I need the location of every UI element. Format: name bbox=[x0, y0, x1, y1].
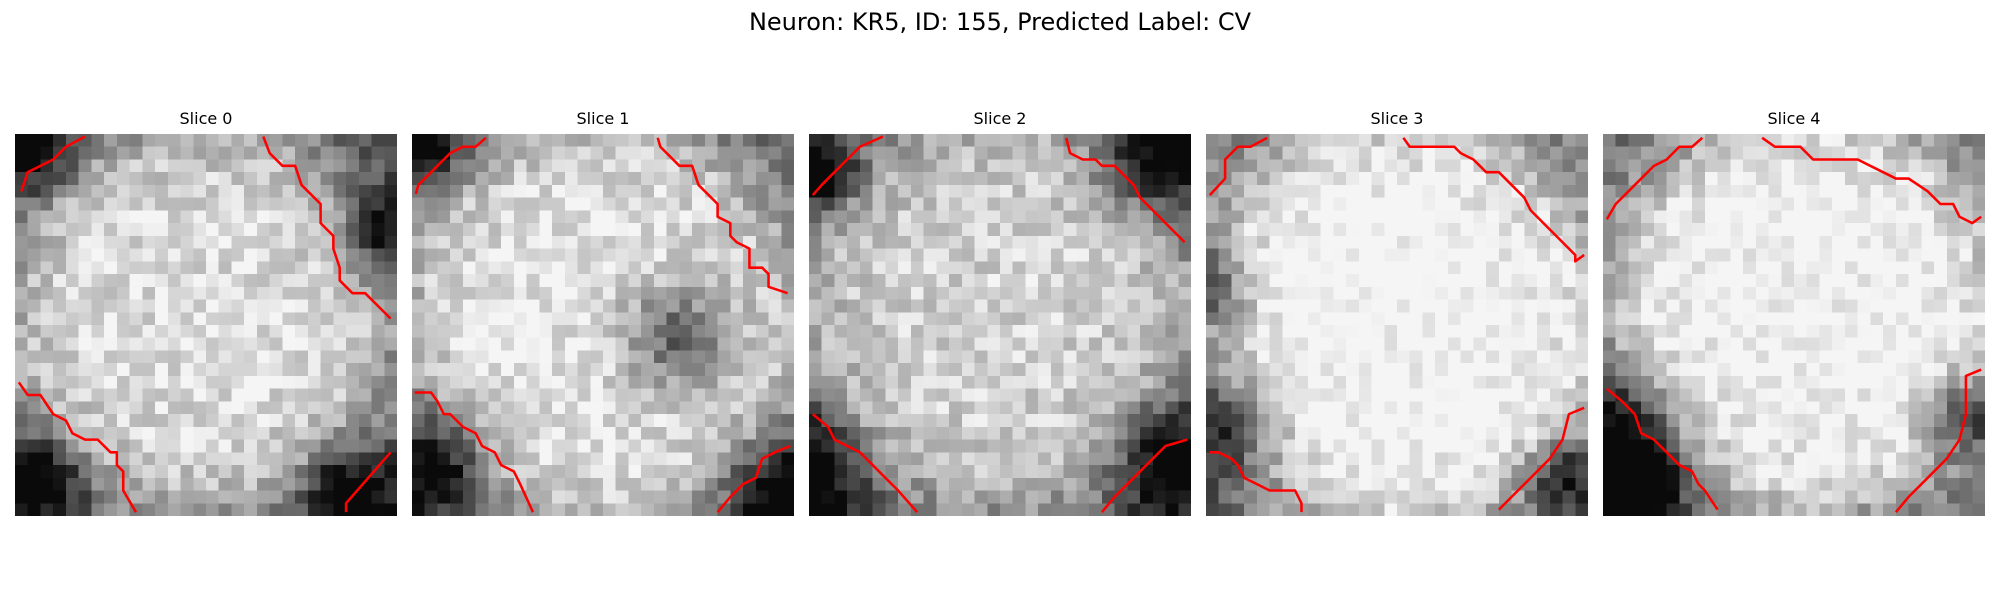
slice-image bbox=[1603, 134, 1985, 516]
contour-line bbox=[1761, 136, 1982, 225]
contour-line bbox=[1100, 438, 1188, 513]
slice-title: Slice 1 bbox=[576, 109, 630, 128]
contour-line bbox=[1606, 387, 1719, 511]
contour-line bbox=[1894, 368, 1982, 513]
contour-line bbox=[811, 135, 884, 196]
slice-image bbox=[1206, 134, 1588, 516]
slice-title: Slice 2 bbox=[973, 109, 1027, 128]
slice-image bbox=[412, 134, 794, 516]
contour-line bbox=[1209, 451, 1303, 513]
figure-title: Neuron: KR5, ID: 155, Predicted Label: C… bbox=[748, 8, 1252, 36]
contour-group bbox=[811, 135, 1188, 514]
slice-image bbox=[15, 134, 397, 516]
contour-line bbox=[1064, 137, 1186, 244]
pixel-grid bbox=[15, 134, 397, 516]
contour-group bbox=[1605, 136, 1982, 513]
contour-line bbox=[716, 444, 791, 513]
contour-line bbox=[20, 135, 86, 192]
contour-line bbox=[1497, 406, 1585, 511]
contour-line bbox=[17, 381, 138, 513]
contour-group bbox=[414, 136, 791, 513]
contour-line bbox=[656, 137, 789, 295]
contour-line bbox=[262, 136, 392, 320]
contour-line bbox=[344, 451, 392, 513]
pixel-grid bbox=[809, 134, 1191, 516]
contour-line bbox=[1208, 136, 1268, 196]
contour-line bbox=[414, 136, 487, 195]
contour-group bbox=[1208, 136, 1585, 513]
contour-line bbox=[1402, 137, 1585, 263]
contour-line bbox=[414, 391, 535, 513]
contour-group bbox=[17, 135, 392, 513]
contour-line bbox=[812, 413, 919, 514]
contour-line bbox=[1605, 136, 1704, 220]
slice-title: Slice 0 bbox=[179, 109, 233, 128]
slice-image bbox=[809, 134, 1191, 516]
slice-title: Slice 4 bbox=[1767, 109, 1821, 128]
pixel-grid bbox=[1603, 134, 1985, 516]
slice-title: Slice 3 bbox=[1370, 109, 1424, 128]
pixel-grid bbox=[1206, 134, 1588, 516]
pixel-grid bbox=[412, 134, 794, 516]
